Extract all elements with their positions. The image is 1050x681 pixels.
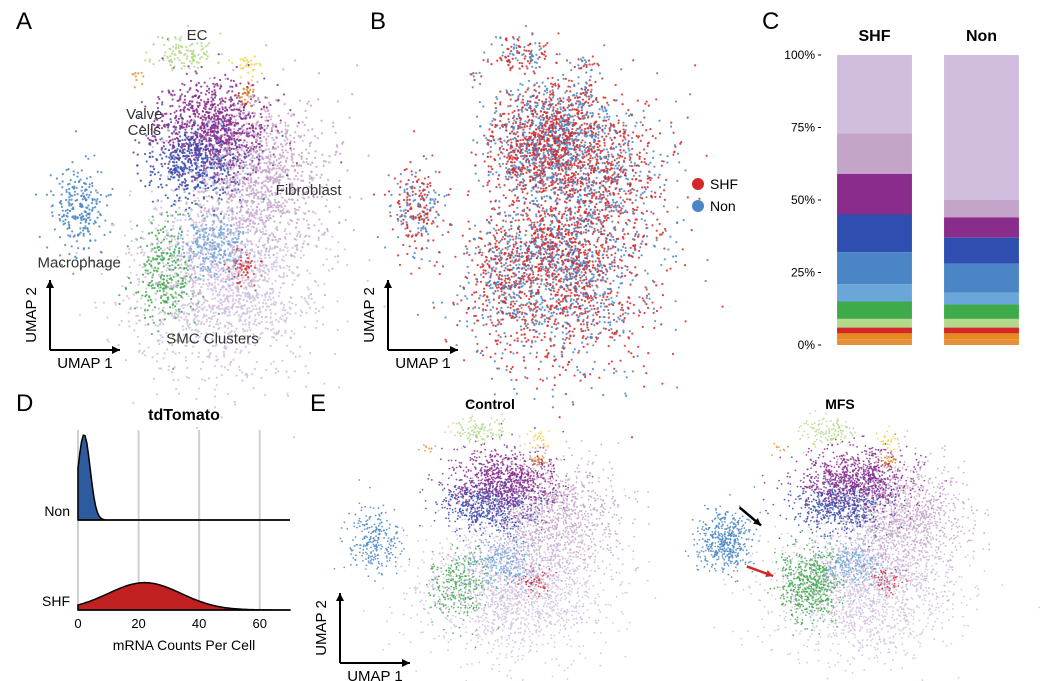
panel-e-umap-pair: ControlMFSUMAP 1UMAP 2 xyxy=(330,395,1040,675)
panel-b-umap: UMAP 1UMAP 2 xyxy=(370,20,700,370)
panel-label-e: E xyxy=(310,390,326,418)
figure-root: { "global":{ "background":"#ffffff", "pa… xyxy=(0,0,1050,681)
panel-label-a: A xyxy=(16,8,32,36)
panel-c-stacked-bars: 0%25%50%75%100%SHFNon xyxy=(775,15,1045,375)
panel-a-umap: UMAP 1UMAP 2ECValveCellsFibroblastMacrop… xyxy=(32,20,362,370)
panel-b-legend: SHFNon xyxy=(688,170,778,230)
panel-d-ridge: tdTomato0204060mRNA Counts Per CellNonSH… xyxy=(20,400,310,660)
